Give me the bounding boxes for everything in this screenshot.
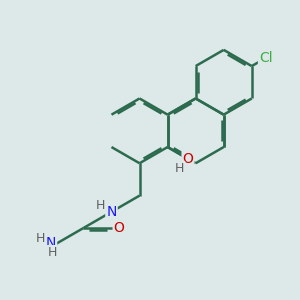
Text: H: H	[48, 246, 57, 259]
Text: H: H	[96, 200, 105, 212]
Text: Cl: Cl	[259, 51, 273, 65]
Text: H: H	[36, 232, 45, 245]
Text: O: O	[183, 152, 194, 166]
Text: N: N	[106, 205, 117, 219]
Text: N: N	[46, 236, 56, 250]
Text: O: O	[114, 221, 124, 235]
Text: H: H	[175, 162, 184, 175]
